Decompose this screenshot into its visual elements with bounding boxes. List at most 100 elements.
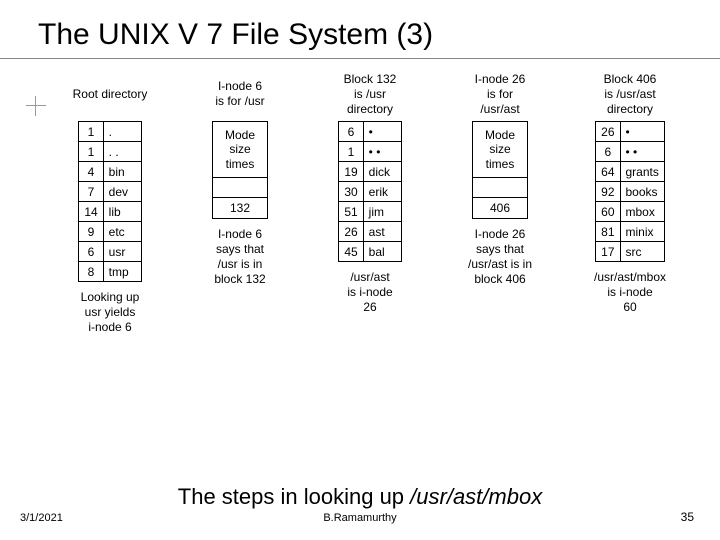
inode-mode: Modesizetimes xyxy=(473,122,527,178)
inode-box: Modesizetimes 132 xyxy=(212,121,268,219)
inode-number: 19 xyxy=(339,162,363,182)
table-row: 6• xyxy=(339,122,401,142)
diagram-container: Root directory1.1. .4bin7dev14lib9etc6us… xyxy=(0,59,720,335)
inode-number: 1 xyxy=(79,142,103,162)
inode-number: 6 xyxy=(596,142,620,162)
inode-number: 30 xyxy=(339,182,363,202)
column-title: Block 132is /usrdirectory xyxy=(344,71,397,117)
column-2: Block 132is /usrdirectory6•1• •19dick30e… xyxy=(308,71,432,335)
inode-blank xyxy=(213,178,267,198)
entry-name: usr xyxy=(103,242,141,262)
entry-name: mbox xyxy=(620,202,664,222)
table-row: 8tmp xyxy=(79,262,141,282)
table-row: 26• xyxy=(596,122,665,142)
inode-number: 81 xyxy=(596,222,620,242)
slide-title: The UNIX V 7 File System (3) xyxy=(0,0,720,52)
table-row: 92books xyxy=(596,182,665,202)
directory-table: 6•1• •19dick30erik51jim26ast45bal xyxy=(338,121,401,262)
table-row: 19dick xyxy=(339,162,401,182)
column-footer: /usr/astis i-node26 xyxy=(347,270,392,315)
inode-number: 51 xyxy=(339,202,363,222)
crosshair-icon xyxy=(26,96,46,116)
entry-name: lib xyxy=(103,202,141,222)
table-row: 1. . xyxy=(79,142,141,162)
entry-name: • xyxy=(620,122,664,142)
entry-name: src xyxy=(620,242,664,262)
inode-number: 1 xyxy=(79,122,103,142)
table-row: 4bin xyxy=(79,162,141,182)
column-0: Root directory1.1. .4bin7dev14lib9etc6us… xyxy=(48,71,172,335)
column-title: I-node 26is for/usr/ast xyxy=(475,71,526,117)
column-3: I-node 26is for/usr/ast Modesizetimes 406 I… xyxy=(438,71,562,335)
column-footer: /usr/ast/mboxis i-node60 xyxy=(594,270,666,315)
entry-name: • • xyxy=(363,142,401,162)
table-row: 7dev xyxy=(79,182,141,202)
entry-name: • • xyxy=(620,142,664,162)
inode-number: 4 xyxy=(79,162,103,182)
inode-number: 1 xyxy=(339,142,363,162)
inode-number: 6 xyxy=(79,242,103,262)
inode-number: 26 xyxy=(596,122,620,142)
column-title: Root directory xyxy=(73,71,148,117)
inode-number: 64 xyxy=(596,162,620,182)
inode-blank xyxy=(473,178,527,198)
entry-name: ast xyxy=(363,222,401,242)
inode-number: 6 xyxy=(339,122,363,142)
table-row: 81minix xyxy=(596,222,665,242)
table-row: 64grants xyxy=(596,162,665,182)
table-row: 51jim xyxy=(339,202,401,222)
inode-block-pointer: 132 xyxy=(213,198,267,218)
table-row: 60mbox xyxy=(596,202,665,222)
inode-number: 45 xyxy=(339,242,363,262)
column-4: Block 406is /usr/astdirectory26•6• •64gr… xyxy=(568,71,692,335)
entry-name: etc xyxy=(103,222,141,242)
caption: The steps in looking up /usr/ast/mbox xyxy=(178,484,542,510)
entry-name: dick xyxy=(363,162,401,182)
directory-table: 1.1. .4bin7dev14lib9etc6usr8tmp xyxy=(78,121,141,282)
table-row: 6• • xyxy=(596,142,665,162)
table-row: 1• • xyxy=(339,142,401,162)
inode-number: 9 xyxy=(79,222,103,242)
entry-name: . . xyxy=(103,142,141,162)
column-footer: Looking upusr yieldsi-node 6 xyxy=(81,290,140,335)
inode-number: 8 xyxy=(79,262,103,282)
column-footer: I-node 26says that/usr/ast is inblock 40… xyxy=(468,227,532,287)
entry-name: • xyxy=(363,122,401,142)
page-number: 35 xyxy=(681,510,694,524)
inode-mode: Modesizetimes xyxy=(213,122,267,178)
entry-name: bal xyxy=(363,242,401,262)
entry-name: minix xyxy=(620,222,664,242)
inode-number: 7 xyxy=(79,182,103,202)
column-footer: I-node 6says that/usr is inblock 132 xyxy=(214,227,265,287)
inode-number: 26 xyxy=(339,222,363,242)
inode-number: 60 xyxy=(596,202,620,222)
table-row: 45bal xyxy=(339,242,401,262)
footer-date: 3/1/2021 xyxy=(20,512,63,524)
entry-name: jim xyxy=(363,202,401,222)
footer-author: B.Ramamurthy xyxy=(323,512,396,524)
inode-number: 14 xyxy=(79,202,103,222)
table-row: 9etc xyxy=(79,222,141,242)
directory-table: 26•6• •64grants92books60mbox81minix17src xyxy=(595,121,665,262)
entry-name: dev xyxy=(103,182,141,202)
table-row: 1. xyxy=(79,122,141,142)
inode-number: 92 xyxy=(596,182,620,202)
column-1: I-node 6is for /usr Modesizetimes 132 I-nod… xyxy=(178,71,302,335)
table-row: 26ast xyxy=(339,222,401,242)
table-row: 14lib xyxy=(79,202,141,222)
inode-number: 17 xyxy=(596,242,620,262)
entry-name: grants xyxy=(620,162,664,182)
entry-name: books xyxy=(620,182,664,202)
inode-box: Modesizetimes 406 xyxy=(472,121,528,219)
column-title: I-node 6is for /usr xyxy=(215,71,264,117)
entry-name: bin xyxy=(103,162,141,182)
caption-path: /usr/ast/mbox xyxy=(410,484,542,509)
entry-name: tmp xyxy=(103,262,141,282)
caption-pre: The steps in looking up xyxy=(178,484,410,509)
column-title: Block 406is /usr/astdirectory xyxy=(604,71,657,117)
inode-block-pointer: 406 xyxy=(473,198,527,218)
table-row: 30erik xyxy=(339,182,401,202)
entry-name: erik xyxy=(363,182,401,202)
entry-name: . xyxy=(103,122,141,142)
table-row: 17src xyxy=(596,242,665,262)
